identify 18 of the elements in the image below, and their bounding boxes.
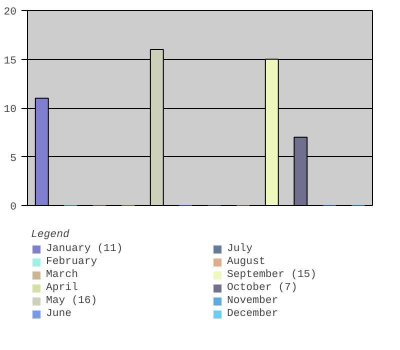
legend-title: Legend: [31, 229, 70, 241]
legend-label: February: [46, 256, 98, 268]
legend-label: July: [227, 243, 254, 255]
y-tick-label: 15: [4, 55, 17, 68]
legend-label: April: [46, 282, 79, 294]
y-tick-label: 10: [4, 104, 17, 116]
legend-label: November: [227, 295, 280, 307]
legend-label: May (16): [46, 295, 98, 307]
legend-label: January (11): [46, 243, 124, 255]
legend-label: December: [227, 308, 280, 320]
legend-label: June: [46, 308, 73, 320]
legend-label: March: [46, 269, 79, 281]
y-tick-label: 0: [10, 202, 17, 214]
y-tick-label: 5: [10, 152, 17, 165]
legend-label: October (7): [227, 282, 298, 294]
legend-label: August: [227, 256, 266, 268]
y-tick-label: 20: [4, 6, 17, 18]
legend-label: September (15): [227, 269, 318, 281]
